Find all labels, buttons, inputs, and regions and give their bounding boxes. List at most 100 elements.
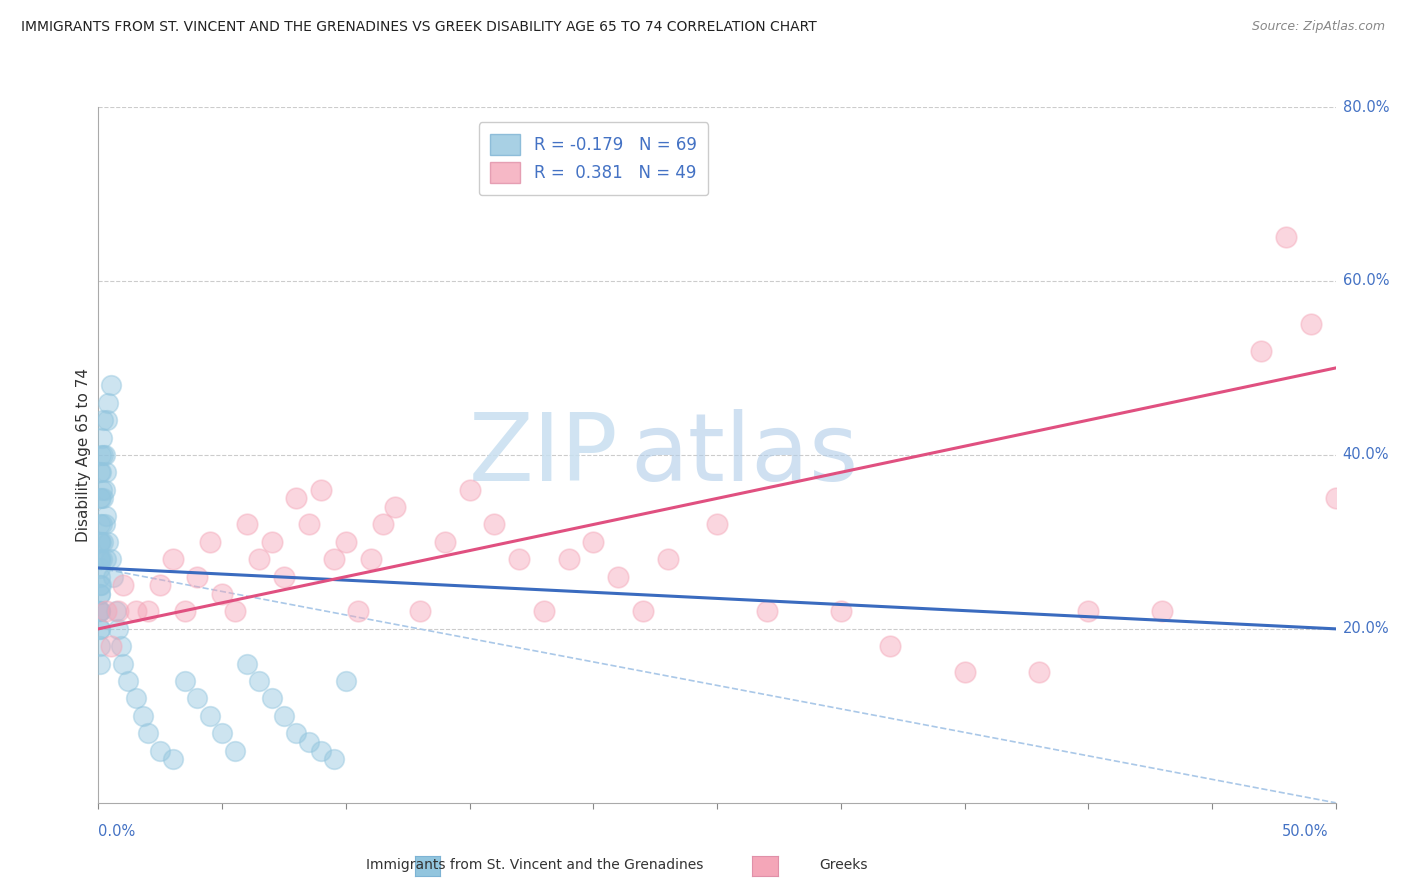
- Text: Immigrants from St. Vincent and the Grenadines: Immigrants from St. Vincent and the Gren…: [366, 858, 703, 872]
- Point: [93, 448, 115, 462]
- Point: [89, 622, 111, 636]
- Point: [484, 517, 506, 532]
- Point: [89, 639, 111, 653]
- Point: [89, 517, 111, 532]
- Point: [97, 395, 120, 409]
- Point: [89, 587, 111, 601]
- Point: [124, 605, 146, 619]
- Point: [409, 605, 432, 619]
- Point: [89, 657, 111, 671]
- Point: [706, 517, 728, 532]
- Point: [149, 578, 172, 592]
- Point: [557, 552, 579, 566]
- Text: 50.0%: 50.0%: [1282, 824, 1329, 838]
- Point: [100, 552, 122, 566]
- Point: [93, 413, 115, 427]
- Point: [89, 570, 111, 584]
- Point: [112, 657, 135, 671]
- Point: [322, 752, 344, 766]
- Point: [94, 466, 117, 480]
- Text: 80.0%: 80.0%: [1343, 100, 1389, 114]
- Point: [1250, 343, 1272, 358]
- Point: [104, 605, 127, 619]
- Point: [93, 448, 115, 462]
- Point: [236, 517, 259, 532]
- Point: [89, 552, 111, 566]
- Text: 20.0%: 20.0%: [1343, 622, 1389, 636]
- Point: [347, 605, 370, 619]
- Point: [360, 552, 382, 566]
- Point: [174, 674, 197, 689]
- Point: [298, 735, 321, 749]
- Point: [89, 605, 111, 619]
- Point: [1324, 491, 1347, 506]
- Point: [309, 744, 332, 758]
- Point: [89, 491, 111, 506]
- Point: [879, 639, 901, 653]
- Point: [97, 534, 120, 549]
- Text: 60.0%: 60.0%: [1343, 274, 1389, 288]
- Point: [110, 639, 132, 653]
- Point: [91, 483, 114, 497]
- Point: [371, 517, 394, 532]
- Point: [117, 674, 139, 689]
- Point: [90, 448, 112, 462]
- Point: [91, 430, 114, 444]
- Point: [89, 622, 111, 636]
- Point: [89, 552, 111, 566]
- Y-axis label: Disability Age 65 to 74: Disability Age 65 to 74: [76, 368, 91, 542]
- Point: [1077, 605, 1099, 619]
- Point: [657, 552, 679, 566]
- Point: [103, 570, 125, 584]
- Text: Source: ZipAtlas.com: Source: ZipAtlas.com: [1251, 20, 1385, 33]
- Point: [335, 534, 357, 549]
- Point: [198, 708, 221, 723]
- Point: [100, 378, 122, 392]
- Point: [322, 552, 344, 566]
- Point: [273, 570, 295, 584]
- Point: [631, 605, 654, 619]
- Point: [89, 578, 111, 592]
- Point: [94, 552, 117, 566]
- Point: [112, 578, 135, 592]
- Point: [1275, 230, 1298, 244]
- Point: [260, 534, 283, 549]
- Text: 0.0%: 0.0%: [98, 824, 135, 838]
- Point: [89, 466, 111, 480]
- Point: [90, 534, 112, 549]
- Point: [384, 500, 406, 514]
- Point: [247, 552, 270, 566]
- Point: [298, 517, 321, 532]
- Text: atlas: atlas: [630, 409, 859, 501]
- Point: [162, 752, 184, 766]
- Point: [107, 605, 129, 619]
- Point: [90, 466, 112, 480]
- Point: [211, 587, 233, 601]
- Point: [89, 561, 111, 575]
- Point: [124, 691, 146, 706]
- Point: [236, 657, 259, 671]
- Point: [755, 605, 778, 619]
- Point: [285, 726, 308, 740]
- Point: [89, 605, 111, 619]
- Point: [90, 578, 112, 592]
- Point: [224, 605, 246, 619]
- Point: [1299, 318, 1322, 332]
- Point: [94, 508, 117, 523]
- Point: [582, 534, 605, 549]
- Point: [830, 605, 852, 619]
- Point: [89, 605, 111, 619]
- Point: [309, 483, 332, 497]
- Point: [458, 483, 481, 497]
- Text: IMMIGRANTS FROM ST. VINCENT AND THE GRENADINES VS GREEK DISABILITY AGE 65 TO 74 : IMMIGRANTS FROM ST. VINCENT AND THE GREN…: [21, 20, 817, 34]
- Point: [1028, 665, 1050, 680]
- Point: [93, 534, 115, 549]
- Point: [273, 708, 295, 723]
- Point: [174, 605, 197, 619]
- Point: [89, 534, 111, 549]
- Point: [93, 483, 115, 497]
- Point: [186, 691, 208, 706]
- Text: ZIP: ZIP: [468, 409, 619, 501]
- Point: [89, 552, 111, 566]
- Point: [162, 552, 184, 566]
